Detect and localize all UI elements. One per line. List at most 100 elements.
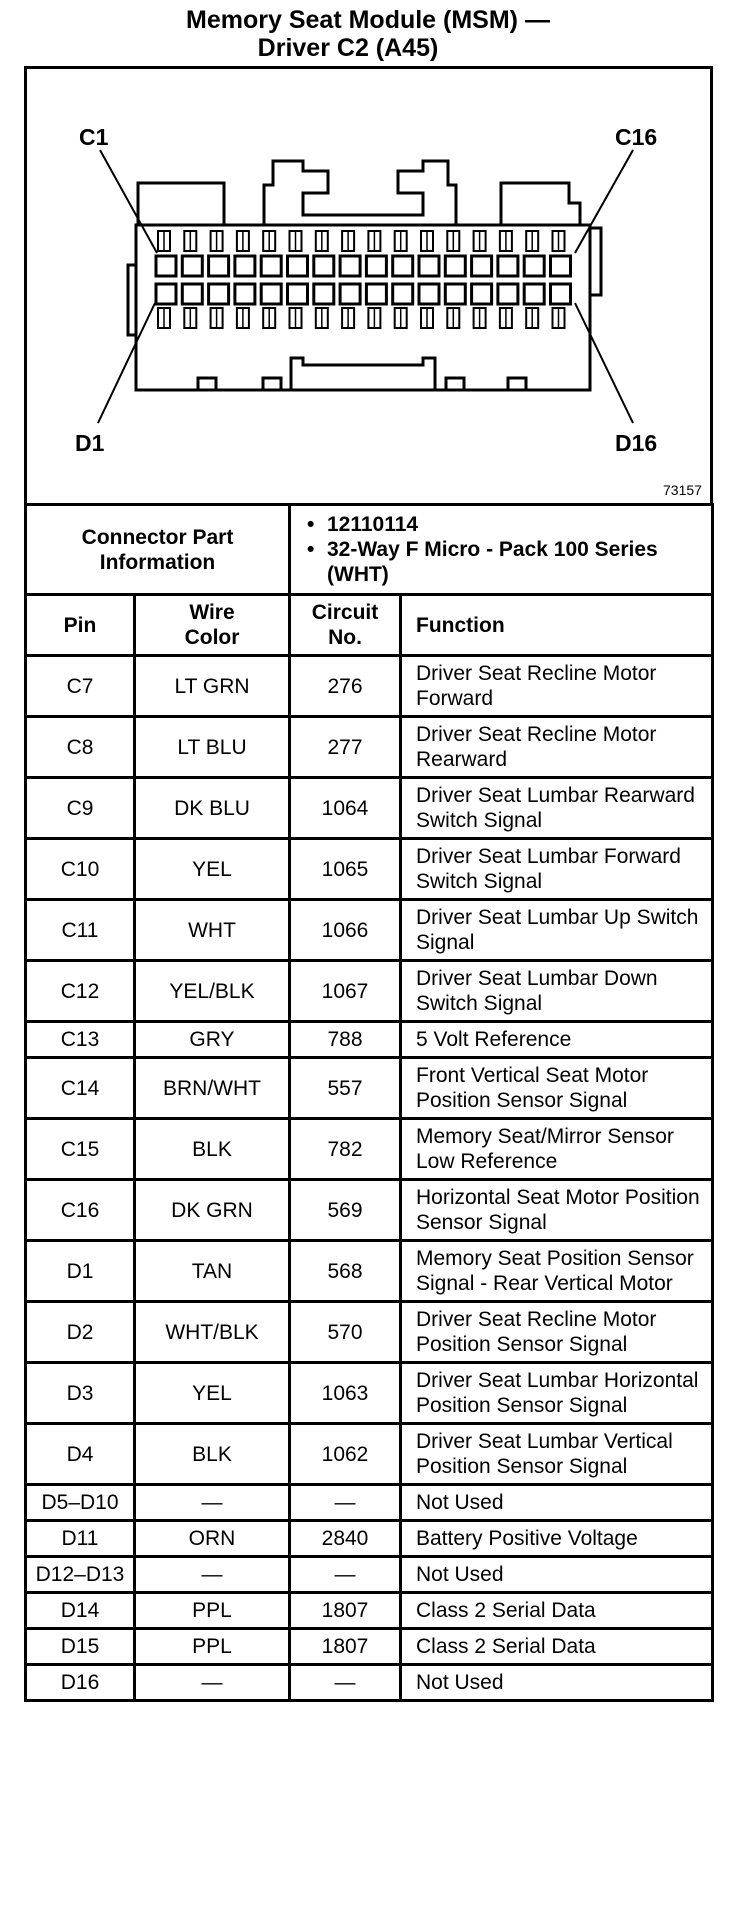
table-row: C11 WHT 1066 Driver Seat Lumbar Up Switch S… xyxy=(24,898,714,962)
label-c16: C16 xyxy=(615,124,657,150)
pin-cell: C8 xyxy=(24,715,136,779)
table-row: D15 PPL 1807 Class 2 Serial Data xyxy=(24,1627,714,1666)
title-line-2: Driver C2 (A45) xyxy=(257,34,439,62)
table-row: D14 PPL 1807 Class 2 Serial Data xyxy=(24,1591,714,1630)
circuit-cell: 276 xyxy=(288,654,402,718)
wire-color-cell: DK BLU xyxy=(133,776,291,840)
function-cell: Battery Positive Voltage xyxy=(399,1519,714,1558)
wire-color-cell: BLK xyxy=(133,1422,291,1486)
connector-part-number: 12110114 xyxy=(305,512,697,537)
d-cavity-7 xyxy=(312,282,336,306)
d-cavity-3 xyxy=(207,282,231,306)
table-row: D2 WHT/BLK 570 Driver Seat Recline Motor Po… xyxy=(24,1300,714,1364)
d-cavity-16 xyxy=(549,282,572,306)
leader-d16 xyxy=(574,302,634,424)
d-cavity-4 xyxy=(233,282,257,306)
wire-color-cell: GRY xyxy=(133,1020,291,1059)
c-cavity-13 xyxy=(470,254,494,278)
wire-color-cell: PPL xyxy=(133,1627,291,1666)
circuit-cell: 1065 xyxy=(288,837,402,901)
wire-color-cell: WHT xyxy=(133,898,291,962)
circuit-cell: 1063 xyxy=(288,1361,402,1425)
pin-cell: C12 xyxy=(24,959,136,1023)
connector-side-tabs xyxy=(126,226,603,337)
c-cavity-8 xyxy=(338,254,362,278)
leader-d1 xyxy=(97,302,156,424)
leader-c1 xyxy=(99,149,158,254)
wire-color-cell: DK GRN xyxy=(133,1178,291,1242)
label-c1: C1 xyxy=(79,124,109,150)
function-cell: Driver Seat Recline Motor Rearward xyxy=(399,715,714,779)
table-row: C16 DK GRN 569 Horizontal Seat Motor Positi… xyxy=(24,1178,714,1242)
pin-cell: D5–D10 xyxy=(24,1483,136,1522)
connector-latches xyxy=(136,159,582,225)
connector-info-values: 12110114 32-Way F Micro - Pack 100 Serie… xyxy=(288,503,714,596)
d-cavity-5 xyxy=(259,282,283,306)
wire-color-cell: YEL/BLK xyxy=(133,959,291,1023)
header-circuit: Circuit No. xyxy=(288,593,402,657)
connector-body xyxy=(134,223,592,392)
pin-cell: C11 xyxy=(24,898,136,962)
function-cell: Driver Seat Recline Motor Position Senso… xyxy=(399,1300,714,1364)
wire-color-cell: — xyxy=(133,1663,291,1702)
function-cell: Not Used xyxy=(399,1555,714,1594)
c-cavity-15 xyxy=(522,254,546,278)
d-cavity-6 xyxy=(286,282,309,306)
header-row: Pin Wire Color Circuit No. Function xyxy=(24,593,714,657)
circuit-cell: 1807 xyxy=(288,1591,402,1630)
wire-color-cell: YEL xyxy=(133,1361,291,1425)
connector-info-row: Connector Part Information 12110114 32-W… xyxy=(24,503,714,596)
wire-color-cell: WHT/BLK xyxy=(133,1300,291,1364)
circuit-cell: 277 xyxy=(288,715,402,779)
wire-color-cell: BLK xyxy=(133,1117,291,1181)
d-cavity-12 xyxy=(443,282,467,306)
pin-cell: D11 xyxy=(24,1519,136,1558)
function-cell: Memory Seat Position Sensor Signal - Rea… xyxy=(399,1239,714,1303)
table-row: C7 LT GRN 276 Driver Seat Recline Motor For… xyxy=(24,654,714,718)
table-row: D12–D13— — Not Used xyxy=(24,1555,714,1594)
connector-diagram: C1 C16 D1 D16 73157 xyxy=(24,66,713,503)
function-cell: Driver Seat Lumbar Rearward Switch Signa… xyxy=(399,776,714,840)
c-cavity-6 xyxy=(286,254,309,278)
d-cavity-2 xyxy=(180,282,204,306)
c-cavity-12 xyxy=(443,254,467,278)
table-row: C13 GRY 788 5 Volt Reference xyxy=(24,1020,714,1059)
c-cavity-11 xyxy=(417,254,441,278)
pin-cell: D2 xyxy=(24,1300,136,1364)
circuit-cell: 1064 xyxy=(288,776,402,840)
pin-cell: D15 xyxy=(24,1627,136,1666)
function-cell: Class 2 Serial Data xyxy=(399,1627,714,1666)
function-cell: Horizontal Seat Motor Position Sensor Si… xyxy=(399,1178,714,1242)
circuit-cell: 569 xyxy=(288,1178,402,1242)
function-cell: Front Vertical Seat Motor Position Senso… xyxy=(399,1056,714,1120)
circuit-cell: 1066 xyxy=(288,898,402,962)
d-cavity-14 xyxy=(496,282,520,306)
pin-cell: C7 xyxy=(24,654,136,718)
circuit-cell: 788 xyxy=(288,1020,402,1059)
header-wire-color: Wire Color xyxy=(133,593,291,657)
pin-cell: D16 xyxy=(24,1663,136,1702)
d-cavity-11 xyxy=(417,282,441,306)
header-function: Function xyxy=(399,593,714,657)
circuit-cell: — xyxy=(288,1663,402,1702)
table-row: C14 BRN/WHT 557 Front Vertical Seat Motor P… xyxy=(24,1056,714,1120)
c-cavity-4 xyxy=(233,254,257,278)
wire-color-cell: LT GRN xyxy=(133,654,291,718)
wire-color-cell: — xyxy=(133,1555,291,1594)
wire-color-cell: TAN xyxy=(133,1239,291,1303)
circuit-cell: 557 xyxy=(288,1056,402,1120)
c-cavity-7 xyxy=(312,254,336,278)
figure-number: 73157 xyxy=(663,482,702,498)
c-cavity-16 xyxy=(549,254,572,278)
function-cell: Memory Seat/Mirror Sensor Low Reference xyxy=(399,1117,714,1181)
label-d16: D16 xyxy=(615,430,657,456)
pin-cell: C13 xyxy=(24,1020,136,1059)
label-d1: D1 xyxy=(75,430,105,456)
table-row: D11 ORN 2840 Battery Positive Voltage xyxy=(24,1519,714,1558)
c-cavity-10 xyxy=(391,254,415,278)
pin-cell: C9 xyxy=(24,776,136,840)
pin-cell: C10 xyxy=(24,837,136,901)
connector-info-label: Connector Part Information xyxy=(24,503,291,596)
pin-cell: C15 xyxy=(24,1117,136,1181)
connector-bottom-keys xyxy=(196,356,528,390)
